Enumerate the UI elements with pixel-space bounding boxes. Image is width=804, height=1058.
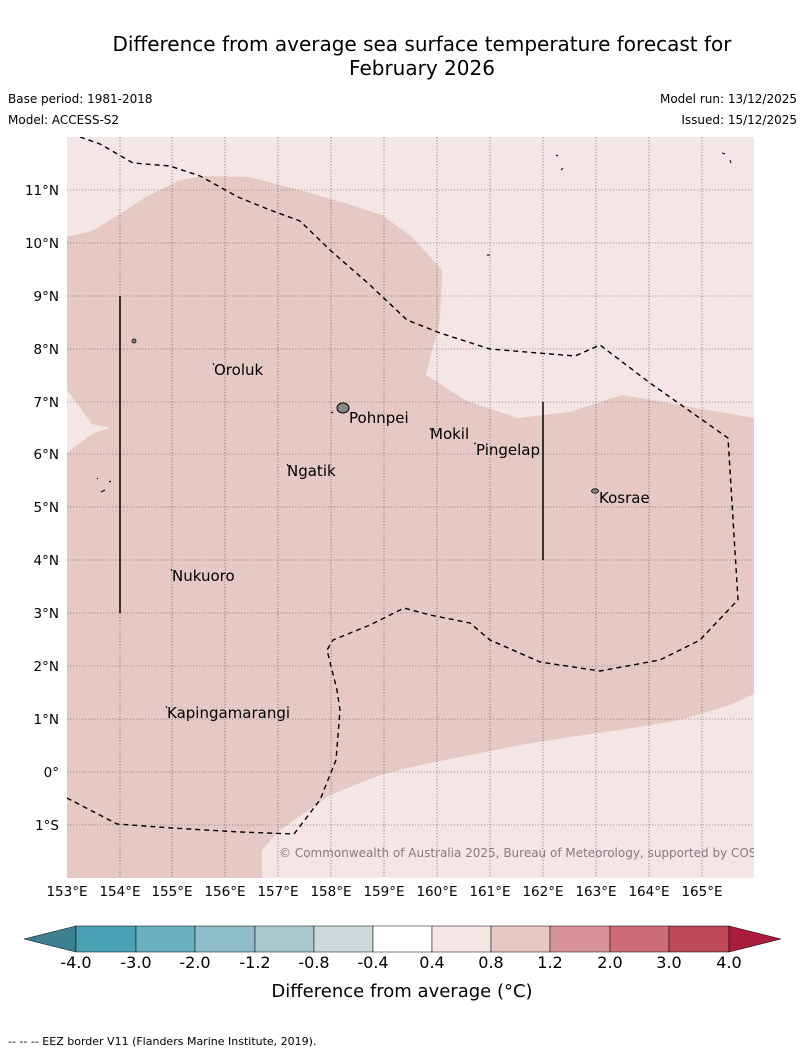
lat-tick: 11°N bbox=[25, 183, 59, 199]
label-mokil: Mokil bbox=[430, 425, 469, 443]
colorbar-segment bbox=[668, 925, 730, 953]
islet-nukuoro bbox=[170, 568, 173, 572]
lat-tick: 0° bbox=[44, 765, 59, 781]
lon-tick: 157°E bbox=[257, 884, 298, 900]
colorbar-segment bbox=[490, 925, 551, 953]
lat-tick: 1°N bbox=[34, 712, 59, 728]
islet-ngatik bbox=[286, 463, 289, 467]
colorbar-label: -4.0 bbox=[60, 953, 91, 972]
colorbar-extend-low bbox=[23, 925, 77, 953]
islet-pingelap bbox=[473, 442, 477, 445]
label-oroluk: Oroluk bbox=[214, 361, 263, 379]
colorbar-label: 1.2 bbox=[537, 953, 562, 972]
colorbar-label: 0.4 bbox=[419, 953, 444, 972]
anomaly-mid-region bbox=[67, 176, 754, 878]
colorbar-label: 3.0 bbox=[656, 953, 681, 972]
label-nukuoro: Nukuoro bbox=[172, 567, 235, 585]
islet-kapingamarangi bbox=[165, 705, 168, 709]
title-line-1: Difference from average sea surface temp… bbox=[112, 32, 732, 56]
label-kosrae: Kosrae bbox=[599, 489, 650, 507]
lon-tick: 159°E bbox=[363, 884, 404, 900]
copyright-notice: © Commonwealth of Australia 2025, Bureau… bbox=[279, 846, 784, 860]
colorbar-segment bbox=[75, 925, 137, 953]
lon-tick: 155°E bbox=[151, 884, 192, 900]
lat-tick: 6°N bbox=[34, 447, 59, 463]
lon-tick: 165°E bbox=[681, 884, 722, 900]
lat-tick: 3°N bbox=[34, 606, 59, 622]
colorbar-label: -0.8 bbox=[298, 953, 329, 972]
lat-tick: 10°N bbox=[25, 236, 59, 252]
lat-tick: 7°N bbox=[34, 395, 59, 411]
islet-ant bbox=[330, 411, 334, 414]
eez-footnote: -- -- -- EEZ border V11 (Flanders Marine… bbox=[8, 1035, 317, 1048]
issued-date: Issued: 15/12/2025 bbox=[681, 113, 797, 127]
lon-tick: 163°E bbox=[575, 884, 616, 900]
islet-oroluk bbox=[212, 362, 215, 366]
graticule bbox=[67, 137, 754, 878]
lon-tick: 156°E bbox=[204, 884, 245, 900]
lon-tick: 154°E bbox=[99, 884, 140, 900]
model-name: Model: ACCESS-S2 bbox=[8, 113, 120, 127]
label-pingelap: Pingelap bbox=[476, 441, 540, 459]
lon-tick: 161°E bbox=[469, 884, 510, 900]
eez-border bbox=[67, 137, 739, 835]
label-ngatik: Ngatik bbox=[287, 462, 336, 480]
lat-tick: 9°N bbox=[34, 289, 59, 305]
colorbar-label: -3.0 bbox=[120, 953, 151, 972]
colorbar-segment bbox=[194, 925, 256, 953]
colorbar-label: -1.2 bbox=[239, 953, 270, 972]
lat-tick: 2°N bbox=[34, 659, 59, 675]
lat-tick: 8°N bbox=[34, 342, 59, 358]
label-kapingamarangi: Kapingamarangi bbox=[167, 704, 290, 722]
colorbar-segment bbox=[609, 925, 670, 953]
lon-tick: 158°E bbox=[310, 884, 351, 900]
colorbar-segment bbox=[313, 925, 374, 953]
base-period: Base period: 1981-2018 bbox=[8, 92, 153, 106]
lat-tick: 5°N bbox=[34, 500, 59, 516]
lon-tick: 162°E bbox=[522, 884, 563, 900]
colorbar-segment bbox=[431, 925, 492, 953]
colorbar-label: -2.0 bbox=[179, 953, 210, 972]
islets-north bbox=[487, 152, 732, 256]
map-title: Difference from average sea surface temp… bbox=[0, 32, 804, 80]
islet-mokil bbox=[429, 427, 432, 431]
title-line-2: February 2026 bbox=[349, 56, 495, 80]
latitude-axis: 11°N 10°N 9°N 8°N 7°N 6°N 5°N 4°N 3°N 2°… bbox=[25, 183, 59, 834]
colorbar-label: 0.8 bbox=[478, 953, 503, 972]
lon-tick: 153°E bbox=[46, 884, 87, 900]
lat-tick: 1°S bbox=[35, 818, 59, 834]
kosrae-island bbox=[591, 488, 599, 494]
small-island-west bbox=[131, 338, 137, 344]
colorbar-axis-label: Difference from average (°C) bbox=[271, 981, 532, 1002]
colorbar-extend-high bbox=[728, 925, 782, 953]
lon-tick: 164°E bbox=[628, 884, 669, 900]
label-pohnpei: Pohnpei bbox=[349, 409, 409, 427]
model-run-date: Model run: 13/12/2025 bbox=[659, 92, 797, 106]
colorbar-label: -0.4 bbox=[357, 953, 388, 972]
longitude-axis: 153°E 154°E 155°E 156°E 157°E 158°E 159°… bbox=[46, 884, 722, 900]
colorbar-label: 2.0 bbox=[597, 953, 622, 972]
lat-tick: 4°N bbox=[34, 553, 59, 569]
lon-tick: 160°E bbox=[416, 884, 457, 900]
colorbar-segment bbox=[549, 925, 611, 953]
map-area: Oroluk Pohnpei Mokil Pingelap Ngatik Kos… bbox=[67, 137, 784, 878]
colorbar-segment bbox=[372, 925, 433, 953]
islets-west bbox=[96, 477, 112, 493]
colorbar: -4.0 -3.0 -2.0 -1.2 -0.8 -0.4 0.4 0.8 1.… bbox=[23, 925, 782, 1002]
colorbar-label: 4.0 bbox=[716, 953, 741, 972]
colorbar-segment bbox=[135, 925, 196, 953]
pohnpei-island bbox=[336, 402, 350, 414]
colorbar-segment bbox=[254, 925, 315, 953]
